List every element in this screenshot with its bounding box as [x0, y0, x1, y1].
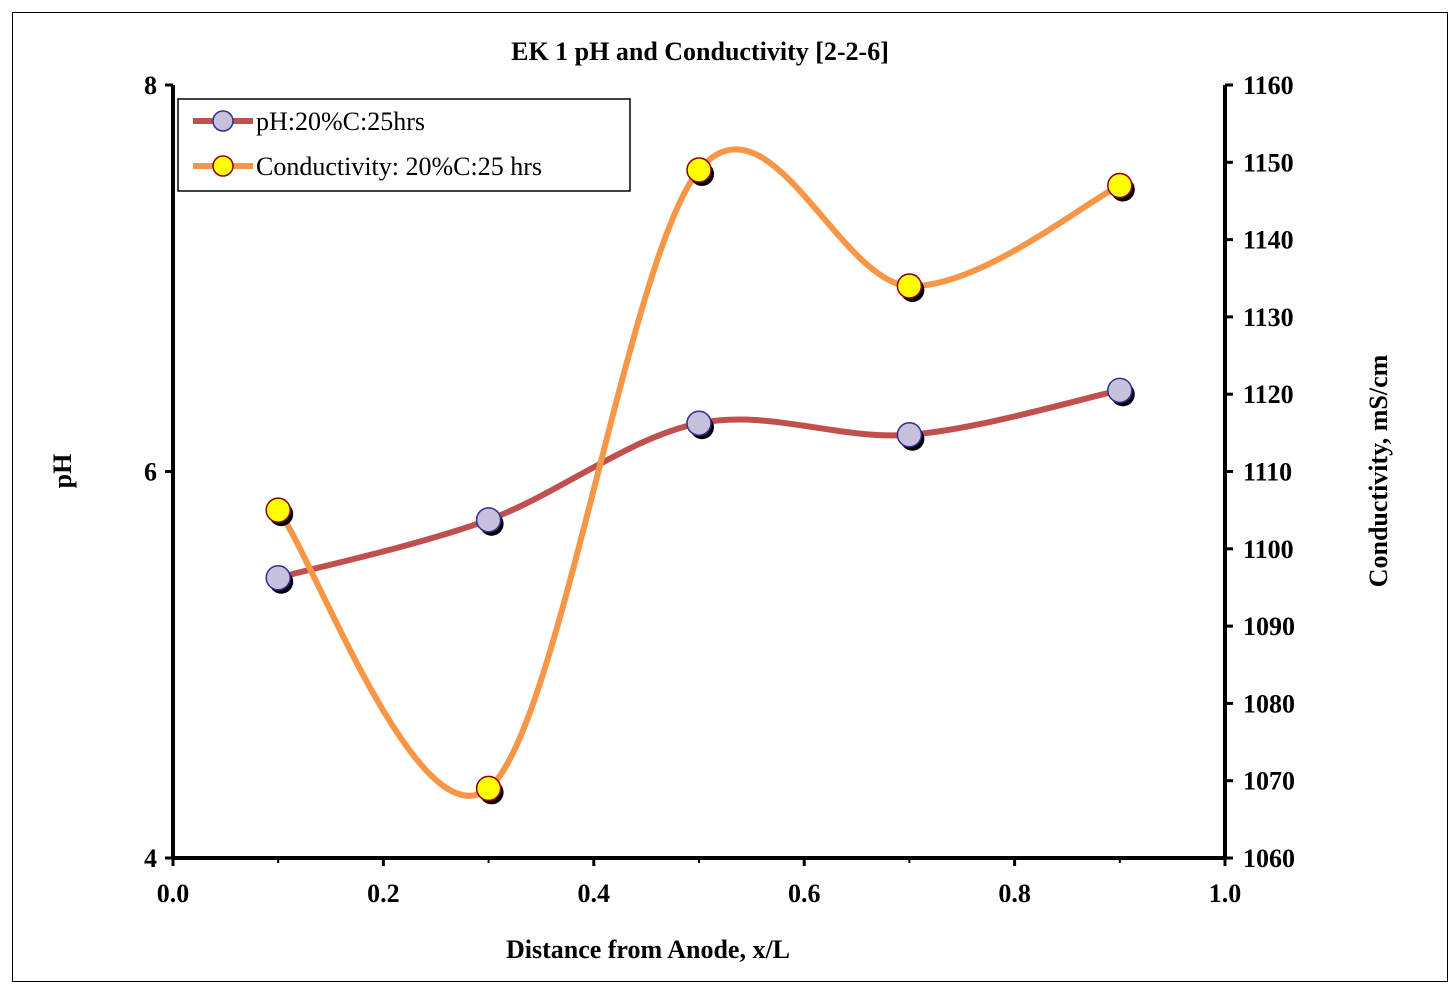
legend-ph-marker [212, 110, 234, 132]
y-tick-label: 4 [144, 844, 157, 873]
chart-title: EK 1 pH and Conductivity [2-2-6] [511, 37, 889, 66]
x-tick-label: 0.4 [578, 879, 611, 908]
data-point [1107, 377, 1133, 404]
x-tick-label: 0.0 [157, 879, 190, 908]
legend-box [177, 98, 631, 192]
y2-tick-label: 1160 [1243, 71, 1294, 100]
y2-axis-title: Conductivity, mS/cm [1364, 354, 1393, 587]
data-point [686, 157, 712, 183]
data-point [265, 497, 291, 523]
legend-entry-conductivity: Conductivity: 20%C:25 hrs [193, 152, 542, 181]
data-point [1107, 172, 1133, 199]
x-tick-label: 1.0 [1209, 879, 1242, 908]
y2-tick-label: 1130 [1243, 303, 1294, 332]
data-point [896, 422, 923, 448]
y2-tick-label: 1110 [1243, 458, 1292, 487]
y-axis-title: pH [48, 454, 77, 489]
x-axis-title: Distance from Anode, x/L [506, 935, 790, 964]
legend-entry-ph: pH:20%C:25hrs [193, 107, 425, 136]
data-point [265, 565, 291, 591]
y2-tick-label: 1080 [1243, 689, 1295, 718]
legend-conductivity-marker [212, 155, 234, 177]
y2-tick-label: 1150 [1243, 148, 1294, 177]
y-tick-label: 6 [144, 458, 157, 487]
chart: EK 1 pH and Conductivity [2-2-6] 0.0 0.2 0… [48, 37, 1393, 964]
data-point [896, 273, 923, 299]
y2-tick-label: 1100 [1243, 535, 1294, 564]
data-point [686, 410, 712, 436]
x-tick-label: 0.6 [788, 879, 821, 908]
legend: pH:20%C:25hrs Conductivity: 20%C:25 hrs [177, 98, 631, 192]
axes: 0.0 0.2 0.4 0.6 0.8 1.0 4 6 8 1060 1070 1080 1090 110… [144, 71, 1295, 908]
y2-tick-label: 1060 [1243, 844, 1295, 873]
series-1 [265, 146, 1135, 805]
y2-tick-label: 1090 [1243, 612, 1295, 641]
x-tick-label: 0.8 [998, 879, 1031, 908]
series-line [275, 146, 1123, 799]
legend-ph-label: pH:20%C:25hrs [256, 107, 425, 136]
y2-tick-label: 1140 [1243, 226, 1294, 255]
series-0 [265, 377, 1135, 594]
chart-frame: EK 1 pH and Conductivity [2-2-6] 0.0 0.2 0… [12, 12, 1448, 982]
y2-tick-label: 1070 [1243, 767, 1295, 796]
series-layer [265, 146, 1135, 805]
data-point [475, 507, 502, 533]
y-tick-label: 8 [144, 71, 157, 100]
data-point [475, 775, 502, 802]
legend-conductivity-label: Conductivity: 20%C:25 hrs [256, 152, 542, 181]
y2-tick-label: 1120 [1243, 380, 1294, 409]
x-tick-label: 0.2 [367, 879, 400, 908]
